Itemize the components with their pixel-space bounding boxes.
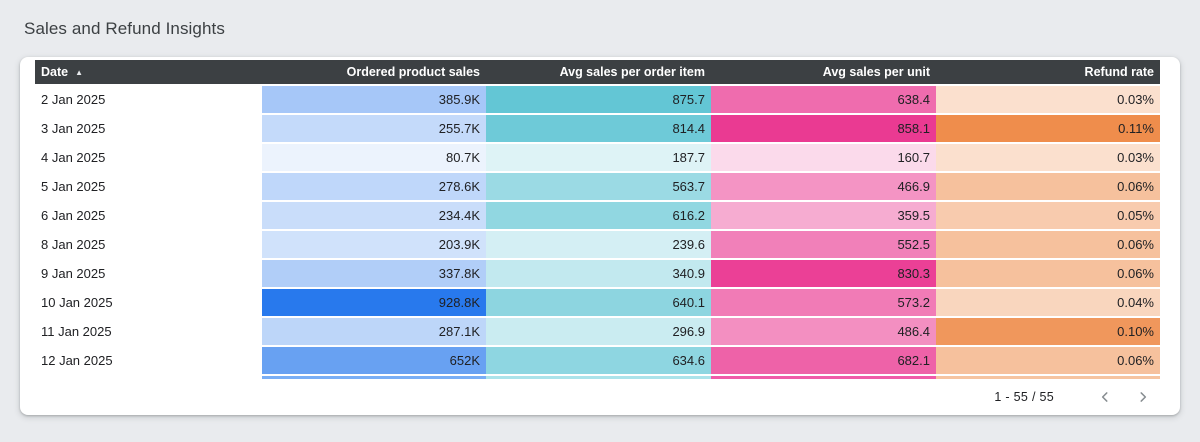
table-row: 3 Jan 2025 255.7K 814.4 858.1 0.11% — [35, 115, 1160, 142]
value-cell: 830.3 — [711, 260, 936, 287]
value-cell: 563.7 — [486, 173, 711, 200]
value-cell — [711, 376, 936, 379]
value-cell: 0.10% — [936, 318, 1160, 345]
pagination-range-label: 1 - 55 / 55 — [994, 389, 1054, 404]
value-cell: 0.06% — [936, 260, 1160, 287]
table-row: 12 Jan 2025 652K 634.6 682.1 0.06% — [35, 347, 1160, 374]
value-cell — [262, 376, 486, 379]
date-cell — [35, 376, 262, 379]
table-row-partial — [35, 376, 1160, 379]
column-header-refund-rate[interactable]: Refund rate — [936, 60, 1160, 84]
chevron-right-icon — [1136, 390, 1150, 404]
chevron-left-icon — [1098, 390, 1112, 404]
value-cell: 552.5 — [711, 231, 936, 258]
table-row: 10 Jan 2025 928.8K 640.1 573.2 0.04% — [35, 289, 1160, 316]
value-cell — [936, 376, 1160, 379]
value-cell: 0.06% — [936, 173, 1160, 200]
value-cell: 634.6 — [486, 347, 711, 374]
value-cell: 296.9 — [486, 318, 711, 345]
value-cell: 160.7 — [711, 144, 936, 171]
date-cell: 2 Jan 2025 — [35, 86, 262, 113]
date-cell: 9 Jan 2025 — [35, 260, 262, 287]
heatmap-table: Date ▲ Ordered product sales Avg sales pe… — [35, 58, 1160, 379]
value-cell: 239.6 — [486, 231, 711, 258]
table-row: 2 Jan 2025 385.9K 875.7 638.4 0.03% — [35, 86, 1160, 113]
date-cell: 6 Jan 2025 — [35, 202, 262, 229]
table-row: 4 Jan 2025 80.7K 187.7 160.7 0.03% — [35, 144, 1160, 171]
table-scroll-area[interactable]: Date ▲ Ordered product sales Avg sales pe… — [20, 57, 1180, 379]
value-cell — [486, 376, 711, 379]
value-cell: 0.04% — [936, 289, 1160, 316]
sort-ascending-icon: ▲ — [75, 68, 84, 77]
column-header-ordered-product-sales[interactable]: Ordered product sales — [262, 60, 486, 84]
value-cell: 652K — [262, 347, 486, 374]
table-header-row: Date ▲ Ordered product sales Avg sales pe… — [35, 60, 1160, 84]
value-cell: 640.1 — [486, 289, 711, 316]
pagination-next-button[interactable] — [1130, 384, 1156, 410]
date-cell: 3 Jan 2025 — [35, 115, 262, 142]
value-cell: 234.4K — [262, 202, 486, 229]
value-cell: 486.4 — [711, 318, 936, 345]
value-cell: 80.7K — [262, 144, 486, 171]
value-cell: 928.8K — [262, 289, 486, 316]
value-cell: 682.1 — [711, 347, 936, 374]
table-body: 2 Jan 2025 385.9K 875.7 638.4 0.03% 3 Jan 202… — [35, 86, 1160, 379]
pagination-prev-button[interactable] — [1092, 384, 1118, 410]
value-cell: 278.6K — [262, 173, 486, 200]
value-cell: 814.4 — [486, 115, 711, 142]
date-cell: 11 Jan 2025 — [35, 318, 262, 345]
value-cell: 858.1 — [711, 115, 936, 142]
column-header-avg-sales-per-order-item[interactable]: Avg sales per order item — [486, 60, 711, 84]
table-row: 5 Jan 2025 278.6K 563.7 466.9 0.06% — [35, 173, 1160, 200]
table-row: 8 Jan 2025 203.9K 239.6 552.5 0.06% — [35, 231, 1160, 258]
table-card: Date ▲ Ordered product sales Avg sales pe… — [20, 57, 1180, 415]
value-cell: 385.9K — [262, 86, 486, 113]
value-cell: 875.7 — [486, 86, 711, 113]
value-cell: 466.9 — [711, 173, 936, 200]
value-cell: 359.5 — [711, 202, 936, 229]
table-row: 6 Jan 2025 234.4K 616.2 359.5 0.05% — [35, 202, 1160, 229]
date-cell: 8 Jan 2025 — [35, 231, 262, 258]
date-cell: 5 Jan 2025 — [35, 173, 262, 200]
column-header-avg-sales-per-unit[interactable]: Avg sales per unit — [711, 60, 936, 84]
value-cell: 0.03% — [936, 144, 1160, 171]
value-cell: 616.2 — [486, 202, 711, 229]
pagination-bar: 1 - 55 / 55 — [20, 379, 1180, 414]
value-cell: 337.8K — [262, 260, 486, 287]
column-header-label: Date — [41, 65, 69, 79]
date-cell: 12 Jan 2025 — [35, 347, 262, 374]
value-cell: 0.06% — [936, 231, 1160, 258]
value-cell: 573.2 — [711, 289, 936, 316]
page-title: Sales and Refund Insights — [24, 18, 225, 38]
value-cell: 0.03% — [936, 86, 1160, 113]
value-cell: 287.1K — [262, 318, 486, 345]
value-cell: 340.9 — [486, 260, 711, 287]
date-cell: 4 Jan 2025 — [35, 144, 262, 171]
value-cell: 0.11% — [936, 115, 1160, 142]
value-cell: 203.9K — [262, 231, 486, 258]
column-header-date[interactable]: Date ▲ — [35, 60, 262, 84]
date-cell: 10 Jan 2025 — [35, 289, 262, 316]
value-cell: 255.7K — [262, 115, 486, 142]
value-cell: 187.7 — [486, 144, 711, 171]
table-row: 11 Jan 2025 287.1K 296.9 486.4 0.10% — [35, 318, 1160, 345]
value-cell: 0.05% — [936, 202, 1160, 229]
table-row: 9 Jan 2025 337.8K 340.9 830.3 0.06% — [35, 260, 1160, 287]
value-cell: 638.4 — [711, 86, 936, 113]
value-cell: 0.06% — [936, 347, 1160, 374]
